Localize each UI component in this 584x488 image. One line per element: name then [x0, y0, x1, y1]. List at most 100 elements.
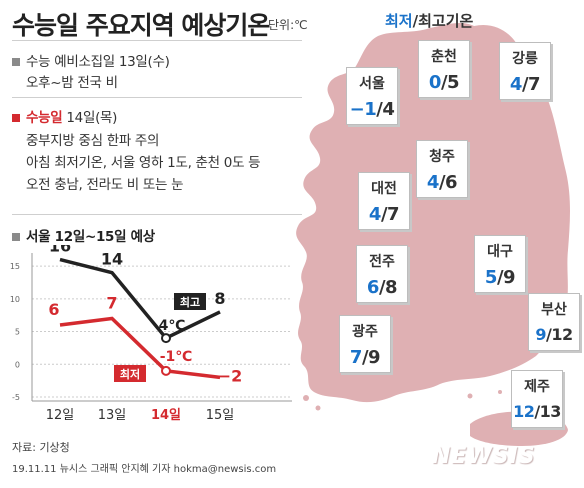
city-max-temp: 7 [387, 204, 400, 225]
island-dot [303, 395, 309, 401]
series-tag-box [114, 365, 146, 382]
city-box: 강릉 4/7 [499, 42, 551, 100]
temp-separator: / [438, 172, 446, 193]
legend: 최저/최고기온 [385, 10, 473, 31]
day2-label: 수능일 [26, 110, 63, 126]
city-name: 서울 [359, 76, 385, 92]
data-label: 14 [101, 250, 123, 269]
city-min-temp: 4 [368, 204, 382, 225]
city-max-temp: 13 [539, 402, 562, 421]
y-tick-label: 0 [15, 360, 20, 369]
city-max-temp: 4 [382, 99, 395, 120]
island-dot [315, 405, 321, 411]
day2-line3: 오전 충남, 전라도 비 또는 눈 [26, 177, 184, 193]
city-name: 대전 [371, 181, 397, 197]
chart-heading-line: 서울 12일~15일 예상 [12, 225, 155, 245]
unit-label: 단위:℃ [268, 18, 308, 32]
bullet-icon [12, 114, 20, 122]
city-min-temp: 5 [484, 267, 498, 288]
city-name: 전주 [369, 254, 395, 270]
city-box: 광주 7/9 [339, 315, 391, 373]
city-name: 제주 [524, 379, 550, 395]
seoul-temperature-chart: 15 10 5 0 -5 12일 13일 14일 15일 16 14 4℃ 8 최고 6 7 -1℃ −2 최저 [10, 245, 292, 423]
y-tick-label: 15 [10, 262, 20, 271]
city-min-temp: 7 [349, 347, 363, 368]
legend-separator: / [412, 12, 419, 30]
temp-separator: / [378, 277, 386, 298]
data-label: 8 [214, 289, 225, 308]
city-name: 광주 [352, 324, 378, 340]
day1-detail: 오후~밤 전국 비 [26, 75, 118, 91]
city-box: 대전 4/7 [358, 172, 410, 230]
series-line-max [59, 257, 221, 341]
temp-separator: / [380, 204, 388, 225]
island-dot [498, 390, 502, 394]
city-temps: 12/13 [512, 402, 562, 421]
divider [12, 214, 302, 215]
source-label: 자료: 기상청 [12, 441, 70, 454]
city-max-temp: 9 [503, 267, 516, 288]
note-day1-line: 수능 예비소집일 13일(수) [12, 50, 170, 70]
city-temps: 4/7 [500, 74, 550, 95]
x-tick-label: 15일 [206, 408, 235, 423]
city-box: 서울 −1/4 [346, 67, 398, 125]
bullet-icon [12, 58, 20, 66]
bullet-icon [12, 233, 20, 241]
city-name: 대구 [487, 244, 513, 260]
city-name: 청주 [429, 149, 455, 165]
data-point [161, 365, 171, 376]
city-temps: 6/8 [357, 277, 407, 298]
x-tick-label: 14일 [151, 408, 181, 423]
city-box: 전주 6/8 [356, 245, 408, 303]
data-label: 6 [48, 300, 59, 319]
city-box: 대구 5/9 [474, 235, 526, 293]
temp-separator: / [546, 325, 552, 344]
city-min-temp: 4 [509, 74, 523, 95]
newsis-logo: NEWSIS [432, 444, 536, 469]
island-dot [467, 393, 473, 399]
temp-separator: / [361, 347, 369, 368]
series-tag-box [174, 293, 206, 310]
city-temps: 4/7 [359, 204, 409, 225]
day1-label: 수능 예비소집일 [26, 54, 115, 70]
divider [12, 97, 302, 98]
legend-min-label: 최저 [385, 12, 413, 30]
day2-line1: 중부지방 중심 한파 주의 [26, 133, 160, 149]
y-tick-label: -5 [12, 393, 20, 402]
city-name: 춘천 [431, 49, 457, 65]
city-max-temp: 6 [445, 172, 458, 193]
x-tick-label: 12일 [46, 408, 75, 423]
city-min-temp: 4 [426, 172, 440, 193]
series-tag-label: 최저 [120, 367, 140, 381]
series-tag-label: 최고 [180, 295, 200, 309]
x-tick-label: 13일 [98, 408, 127, 423]
city-max-temp: 7 [528, 74, 541, 95]
city-box: 제주 12/13 [511, 370, 563, 428]
city-temps: 7/9 [340, 347, 390, 368]
city-max-temp: 9 [368, 347, 381, 368]
chart-heading: 서울 12일~15일 예상 [26, 229, 155, 245]
temp-separator: / [521, 74, 529, 95]
city-name: 부산 [541, 302, 567, 318]
city-box: 춘천 0/5 [418, 40, 470, 98]
y-tick-label: 5 [15, 328, 20, 337]
city-temps: 9/12 [529, 325, 579, 344]
city-name: 강릉 [512, 51, 538, 67]
temp-separator: / [376, 99, 383, 120]
day1-date: 13일(수) [118, 54, 170, 70]
data-label: 7 [106, 293, 117, 312]
city-box: 청주 4/6 [416, 140, 468, 198]
city-temps: 5/9 [475, 267, 525, 288]
city-box: 부산 9/12 [528, 293, 580, 351]
data-label: 16 [49, 245, 71, 256]
city-temps: 0/5 [419, 72, 469, 93]
city-min-temp: 12 [513, 402, 535, 421]
city-max-temp: 8 [385, 277, 398, 298]
y-tick-label: 10 [10, 295, 20, 304]
city-temps: −1/4 [347, 99, 397, 120]
temp-separator: / [440, 72, 448, 93]
temp-separator: / [496, 267, 504, 288]
note-day2-line: 수능일 14일(목) [12, 106, 117, 126]
series-line-min [59, 316, 221, 380]
divider [12, 40, 302, 41]
